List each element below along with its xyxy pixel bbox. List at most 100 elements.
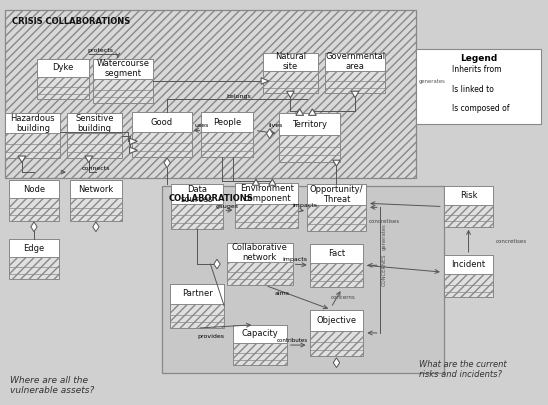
Text: Objective: Objective	[316, 315, 357, 324]
Text: CRISIS COLLABORATIONS: CRISIS COLLABORATIONS	[12, 17, 130, 26]
Bar	[9, 180, 59, 198]
Polygon shape	[129, 147, 138, 153]
Text: What are the current
risks and incidents?: What are the current risks and incidents…	[419, 360, 507, 379]
Polygon shape	[129, 138, 138, 145]
Bar	[9, 239, 59, 257]
Bar	[444, 255, 493, 274]
Bar	[170, 284, 224, 304]
Bar	[70, 180, 122, 198]
Polygon shape	[429, 104, 435, 113]
Bar	[227, 243, 293, 285]
Text: Edge: Edge	[24, 243, 44, 253]
Text: belongs: belongs	[226, 94, 251, 98]
Text: Opportunity/
Threat: Opportunity/ Threat	[310, 185, 363, 204]
Bar	[9, 239, 59, 279]
Polygon shape	[18, 156, 26, 162]
Polygon shape	[333, 160, 340, 166]
Text: Dyke: Dyke	[52, 63, 74, 72]
Polygon shape	[214, 259, 220, 269]
Text: Data
sources: Data sources	[181, 185, 214, 204]
Bar	[132, 112, 192, 157]
Text: Partner: Partner	[182, 289, 213, 298]
Bar	[5, 113, 60, 134]
Polygon shape	[266, 129, 273, 139]
Text: provides: provides	[197, 334, 225, 339]
Bar	[325, 53, 385, 93]
Text: Sensitive
building: Sensitive building	[75, 114, 113, 133]
Polygon shape	[252, 179, 260, 185]
Bar	[310, 244, 363, 263]
Bar	[235, 183, 298, 203]
Text: Collaborative
network: Collaborative network	[232, 243, 288, 262]
Bar	[227, 243, 293, 262]
Text: contributes: contributes	[277, 338, 308, 343]
Bar	[93, 59, 153, 79]
Text: Natural
site: Natural site	[275, 52, 306, 71]
Text: uses: uses	[195, 123, 209, 128]
Bar	[162, 186, 444, 373]
Bar	[201, 112, 253, 132]
Polygon shape	[309, 109, 316, 115]
Bar	[171, 184, 224, 229]
Text: gauges: gauges	[216, 204, 239, 209]
Polygon shape	[31, 222, 37, 232]
Polygon shape	[261, 78, 269, 84]
Text: lives: lives	[269, 123, 283, 128]
Polygon shape	[333, 358, 340, 368]
Bar	[67, 113, 122, 134]
Text: Node: Node	[23, 185, 45, 194]
Text: Where are all the
vulnerable assets?: Where are all the vulnerable assets?	[10, 376, 94, 395]
Bar	[263, 53, 318, 93]
Bar	[70, 180, 122, 221]
Text: impacts: impacts	[293, 203, 318, 208]
Bar	[37, 59, 89, 77]
Text: concerns: concerns	[331, 295, 356, 300]
Bar	[5, 10, 416, 178]
Text: generates: generates	[382, 223, 387, 250]
Polygon shape	[296, 109, 304, 115]
Bar	[93, 59, 153, 103]
Text: COLLABORATIONS: COLLABORATIONS	[168, 194, 253, 202]
Text: Network: Network	[78, 185, 113, 194]
Text: Governmental
area: Governmental area	[325, 52, 385, 71]
Text: Capacity: Capacity	[241, 329, 278, 339]
Text: aims: aims	[274, 292, 289, 296]
Polygon shape	[164, 158, 170, 168]
Bar	[444, 255, 493, 297]
Text: concretises: concretises	[368, 219, 399, 224]
Polygon shape	[351, 91, 359, 98]
Text: Is composed of: Is composed of	[452, 104, 510, 113]
Text: Hazardous
building: Hazardous building	[10, 114, 55, 133]
Text: Environment
component: Environment component	[240, 184, 294, 203]
Bar	[307, 184, 366, 205]
Text: People: People	[213, 118, 242, 127]
Text: impacts: impacts	[283, 257, 308, 262]
Bar	[201, 112, 253, 157]
Bar	[233, 325, 287, 343]
Text: Watercourse
segment: Watercourse segment	[97, 60, 150, 78]
Text: generates: generates	[418, 79, 446, 84]
Text: Territory: Territory	[292, 120, 327, 129]
Bar	[307, 184, 366, 231]
Bar	[233, 325, 287, 365]
Text: connects: connects	[82, 166, 110, 171]
Text: Good: Good	[151, 118, 173, 127]
Polygon shape	[93, 222, 99, 232]
Polygon shape	[269, 179, 276, 185]
Bar	[310, 244, 363, 287]
Bar	[310, 309, 363, 330]
Bar	[444, 186, 493, 227]
Bar	[9, 180, 59, 221]
Bar	[310, 309, 363, 356]
Text: Incident: Incident	[452, 260, 486, 269]
Bar	[5, 113, 60, 158]
Bar	[170, 284, 224, 328]
Text: concretises: concretises	[495, 239, 527, 244]
Bar	[132, 112, 192, 132]
Text: protects: protects	[88, 48, 113, 53]
Bar	[67, 113, 122, 158]
Text: Risk: Risk	[460, 191, 477, 200]
Bar	[37, 59, 89, 99]
Bar	[171, 184, 224, 204]
Bar	[279, 113, 340, 135]
